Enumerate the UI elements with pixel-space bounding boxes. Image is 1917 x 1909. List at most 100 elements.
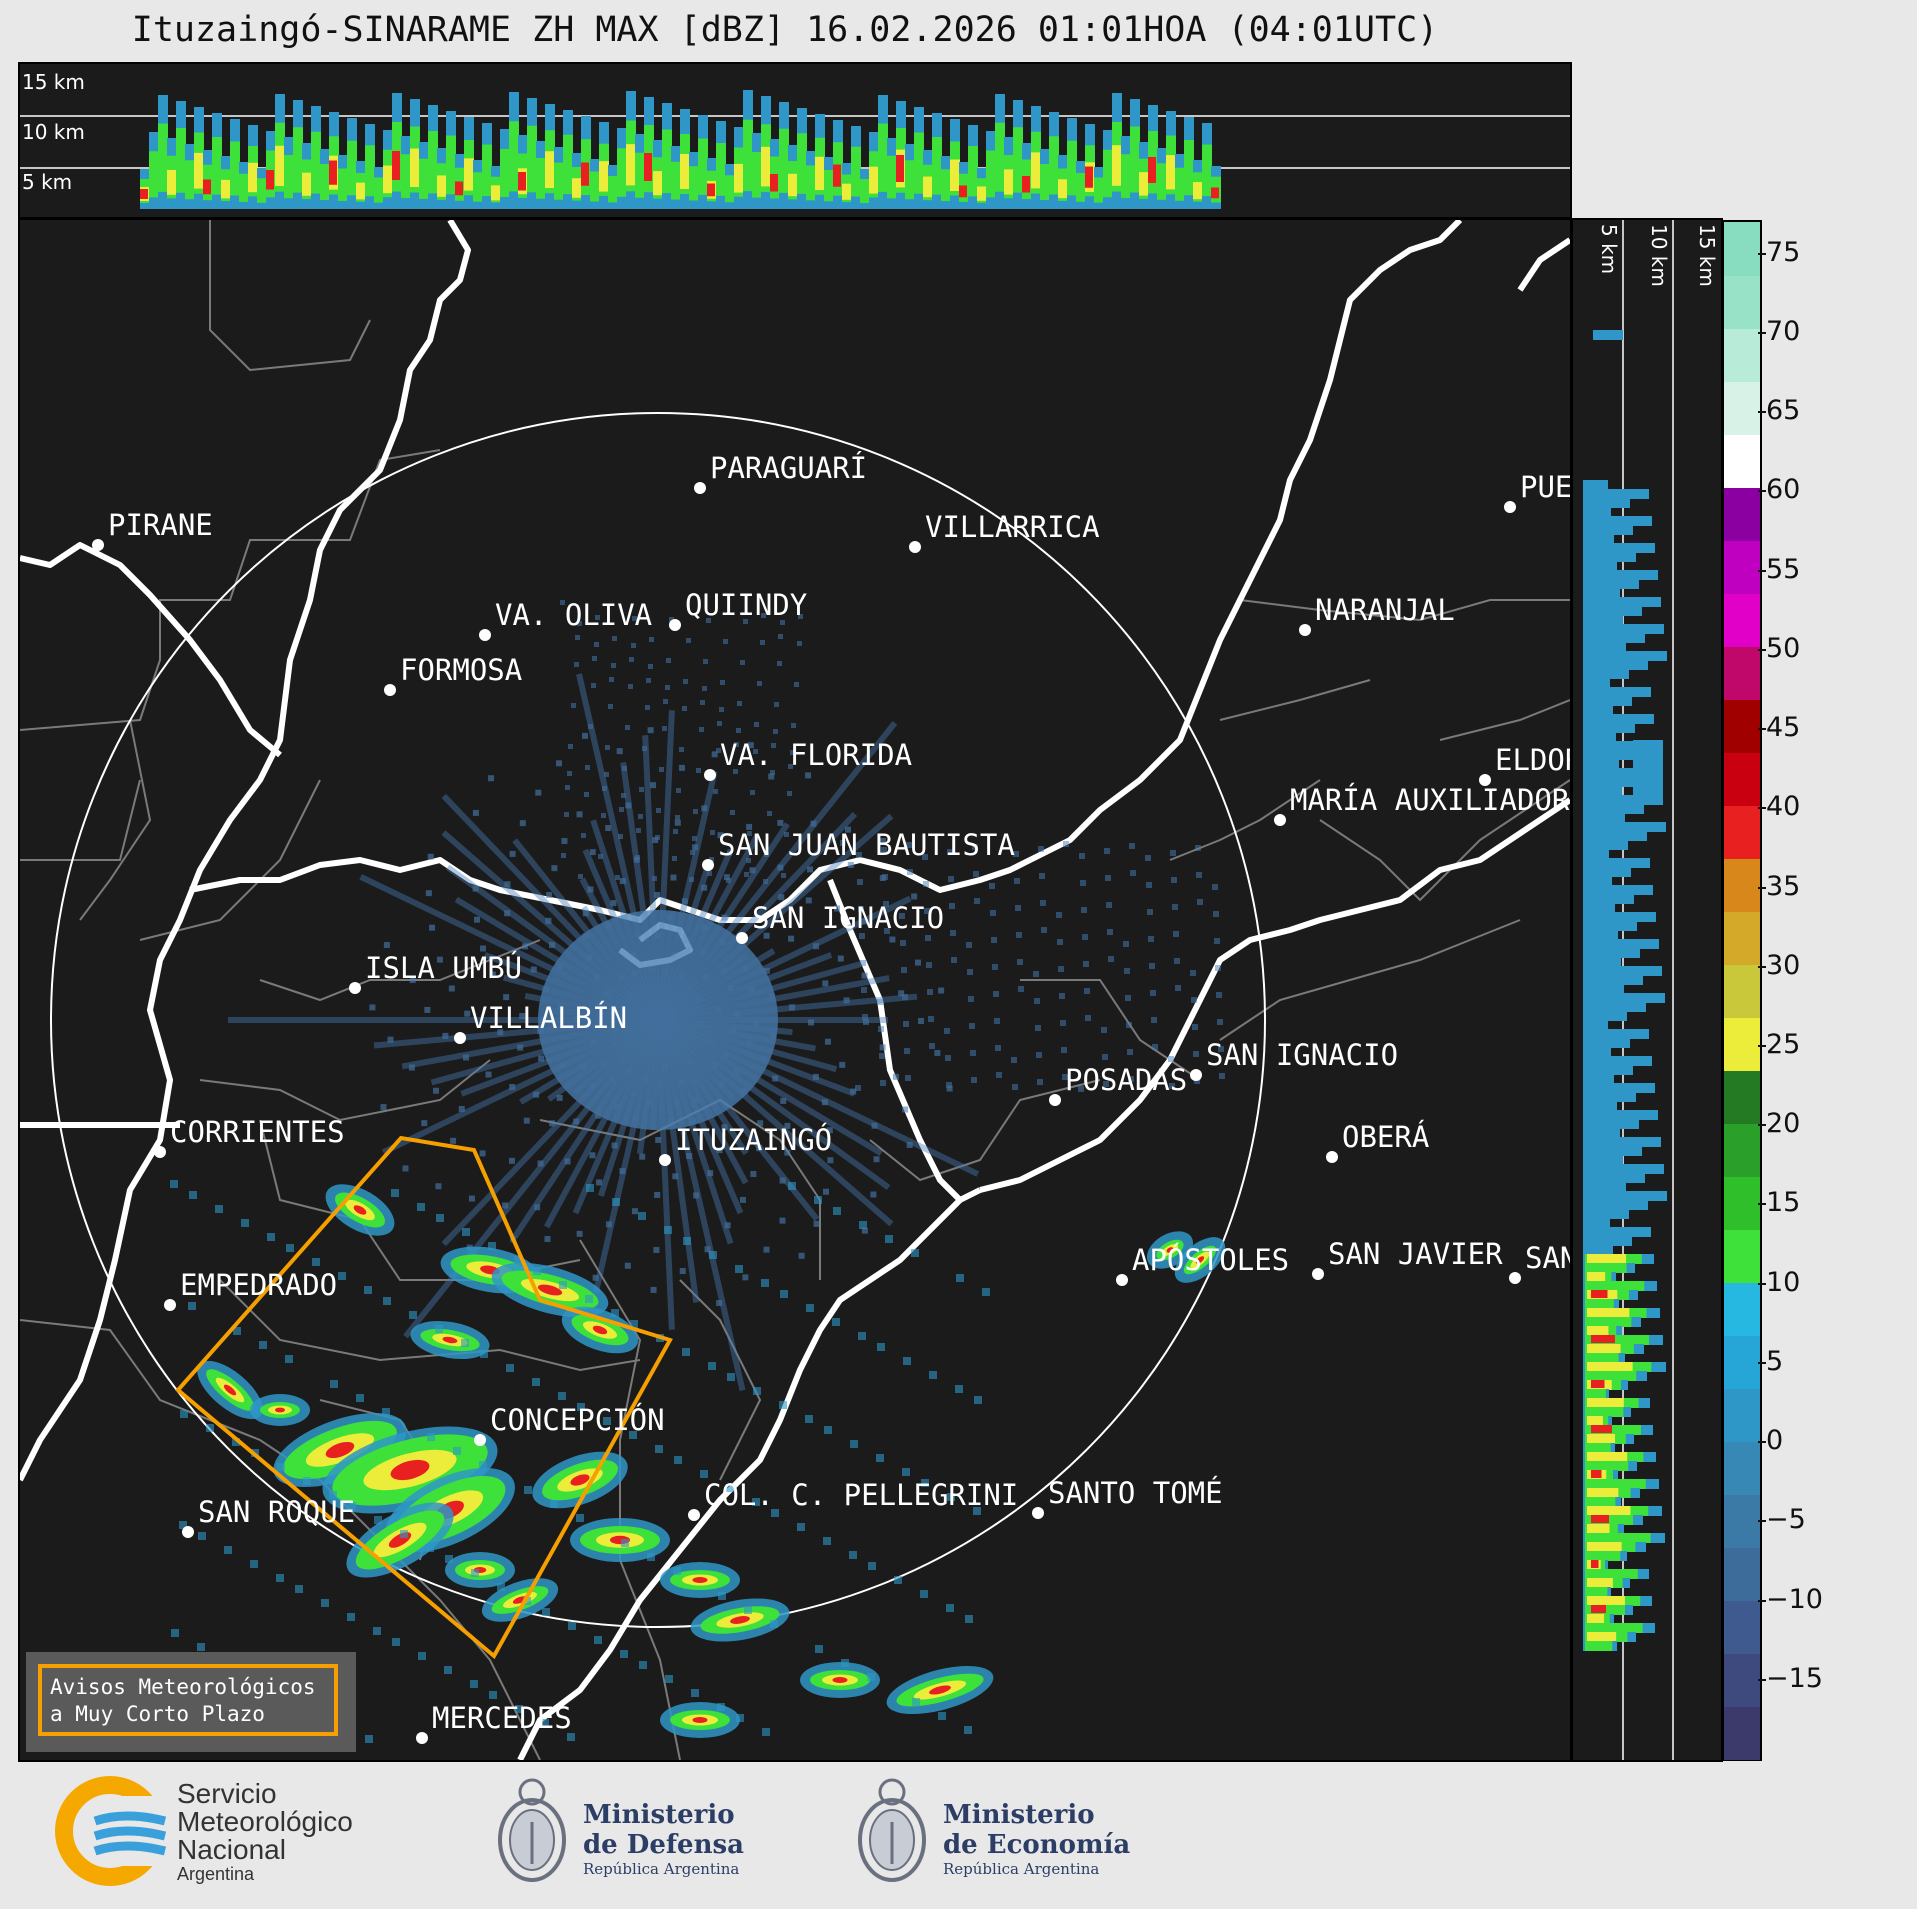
defensa-line1: Ministerio [583,1800,735,1830]
colorbar-segment [1724,964,1760,1018]
city-marker [1479,774,1491,786]
city-marker [694,482,706,494]
height-label-15km: 15 km [22,70,85,94]
colorbar-tick-mark [1758,1678,1766,1681]
top-cross-section-panel: 15 km 10 km 5 km [18,62,1572,219]
colorbar-tick-label: 60 [1766,474,1801,506]
side-cross-section-panel: 5 km 10 km 15 km [1571,218,1723,1762]
city-label: COL. C. PELLEGRINI [704,1478,1018,1512]
city-label: ELDOR [1495,743,1570,777]
city-labels: PARAGUARÍ VILLARRICA PIRANE QUIINDY VA. OLIV… [92,451,1570,1744]
smn-line2: Meteorológico [177,1806,353,1837]
city-label: PIRANE [108,508,213,542]
colorbar-segment [1724,1388,1760,1442]
range-ring [50,412,1266,1628]
city-label: CONCEPCIÓN [490,1403,665,1437]
colorbar-tick-label: −15 [1766,1662,1823,1694]
city-marker [1326,1151,1338,1163]
city-marker [1116,1274,1128,1286]
rivers-borders [20,220,1570,1760]
colorbar-tick-mark [1758,1520,1766,1523]
colorbar-segment [1724,646,1760,700]
city-marker [416,1732,428,1744]
colorbar-segment [1724,1547,1760,1601]
city-label: SAN IGNACIO [752,901,944,935]
city-label: PUER [1520,470,1570,504]
colorbar-tick-label: −10 [1766,1583,1823,1615]
colorbar-tick-mark [1758,1203,1766,1206]
colorbar-segment [1724,434,1760,488]
colorbar-tick-mark [1758,1599,1766,1602]
colorbar-tick-label: 50 [1766,632,1801,664]
colorbar-tick-label: 5 [1766,1345,1784,1377]
colorbar-tick-mark [1758,1361,1766,1364]
city-label: ITUZAINGÓ [675,1123,832,1157]
warning-legend-frame: Avisos Meteorológicos a Muy Corto Plazo [38,1664,338,1736]
city-label: VA. OLIVA [495,598,652,632]
colorbar-tick-label: −5 [1766,1504,1806,1536]
warning-polygon[interactable] [175,1135,673,1660]
colorbar-tick-label: 65 [1766,395,1801,427]
city-marker [454,1032,466,1044]
city-label: NARANJAL [1315,593,1455,627]
colorbar-tick-mark [1758,1441,1766,1444]
colorbar-tick-label: 40 [1766,791,1801,823]
colorbar-tick-label: 25 [1766,1028,1801,1060]
city-marker [92,539,104,551]
colorbar-segment [1724,1282,1760,1336]
city-label: VILLALBÍN [470,1001,627,1035]
colorbar-tick-label: 70 [1766,315,1801,347]
city-label: SAN IGNACIO [1206,1038,1398,1072]
city-label: SAN JAVIER [1328,1237,1503,1271]
colorbar-segment [1724,699,1760,753]
side-echo-band [1583,330,1667,1651]
city-label: PARAGUARÍ [710,451,867,485]
city-marker [1509,1272,1521,1284]
economia-line1: Ministerio [943,1800,1095,1830]
colorbar-tick-label: 20 [1766,1108,1801,1140]
radar-map-svg: PARAGUARÍ VILLARRICA PIRANE QUIINDY VA. OLIV… [20,220,1570,1760]
height-label-10km: 10 km [22,120,85,144]
national-coat-of-arms-icon [498,1778,566,1882]
colorbar-tick-label: 15 [1766,1187,1801,1219]
city-marker [1190,1069,1202,1081]
colorbar-tick-label: 45 [1766,712,1801,744]
colorbar-segment [1724,1600,1760,1654]
smn-line1: Servicio [177,1778,277,1809]
colorbar-segment [1724,593,1760,647]
national-coat-of-arms-icon [858,1778,926,1882]
city-marker [474,1434,486,1446]
colorbar-tick-mark [1758,1044,1766,1047]
smn-logo: Servicio Meteorológico Nacional Argentin… [55,1770,385,1900]
warning-legend-line1: Avisos Meteorológicos [50,1675,316,1699]
city-label: SAN JUAN BAUTISTA [718,828,1015,862]
city-marker [688,1509,700,1521]
city-marker [702,859,714,871]
radar-map-panel: PARAGUARÍ VILLARRICA PIRANE QUIINDY VA. OLIV… [18,218,1572,1762]
city-label: MERCEDES [432,1701,572,1735]
top-cross-section-svg [20,90,1570,209]
colorbar-tick-mark [1758,331,1766,334]
colorbar-segment [1724,381,1760,435]
city-label: SANTO TOMÉ [1048,1476,1223,1510]
city-marker [659,1154,671,1166]
colorbar-tick-mark [1758,728,1766,731]
city-marker [1274,814,1286,826]
city-marker [164,1299,176,1311]
side-cross-section-svg [1583,220,1674,1760]
city-label: VILLARRICA [925,510,1100,544]
colorbar-tick-label: 55 [1766,553,1801,585]
city-label: SAN ROQUE [198,1495,355,1529]
city-label: QUIINDY [685,588,807,622]
city-marker [1504,501,1516,513]
radar-near-field-echoes [228,600,1225,1392]
colorbar-segment [1724,275,1760,329]
colorbar-tick-mark [1758,807,1766,810]
colorbar-segment [1724,328,1760,382]
city-label: VA. FLORIDA [720,738,912,772]
colorbar-segment [1724,487,1760,541]
colorbar-tick-mark [1758,886,1766,889]
colorbar-tick-mark [1758,569,1766,572]
colorbar-segment [1724,752,1760,806]
smn-line3: Nacional [177,1834,286,1865]
